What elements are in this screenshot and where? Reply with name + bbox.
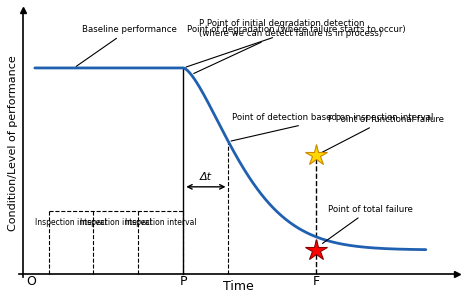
Text: P Point of initial degradation detection
(where we can detect failure is in proc: P Point of initial degradation detection…	[194, 19, 382, 74]
Text: Inspection interval: Inspection interval	[125, 218, 197, 227]
X-axis label: Time: Time	[223, 280, 254, 293]
Text: F Point of functional failure: F Point of functional failure	[319, 115, 444, 154]
Text: Δt: Δt	[200, 172, 212, 182]
Text: Point of detection based on inspection interval: Point of detection based on inspection i…	[231, 113, 434, 141]
Text: F: F	[313, 275, 320, 288]
Text: Point of total failure: Point of total failure	[323, 205, 413, 243]
Text: Point of degradation (where failure starts to occur): Point of degradation (where failure star…	[186, 25, 406, 67]
Text: O: O	[26, 275, 36, 288]
Text: Baseline performance: Baseline performance	[76, 25, 177, 66]
Text: Inspection interval: Inspection interval	[35, 218, 107, 227]
Y-axis label: Condition/Level of performance: Condition/Level of performance	[8, 55, 18, 231]
Text: Inspection interval: Inspection interval	[80, 218, 152, 227]
Text: P: P	[179, 275, 187, 288]
